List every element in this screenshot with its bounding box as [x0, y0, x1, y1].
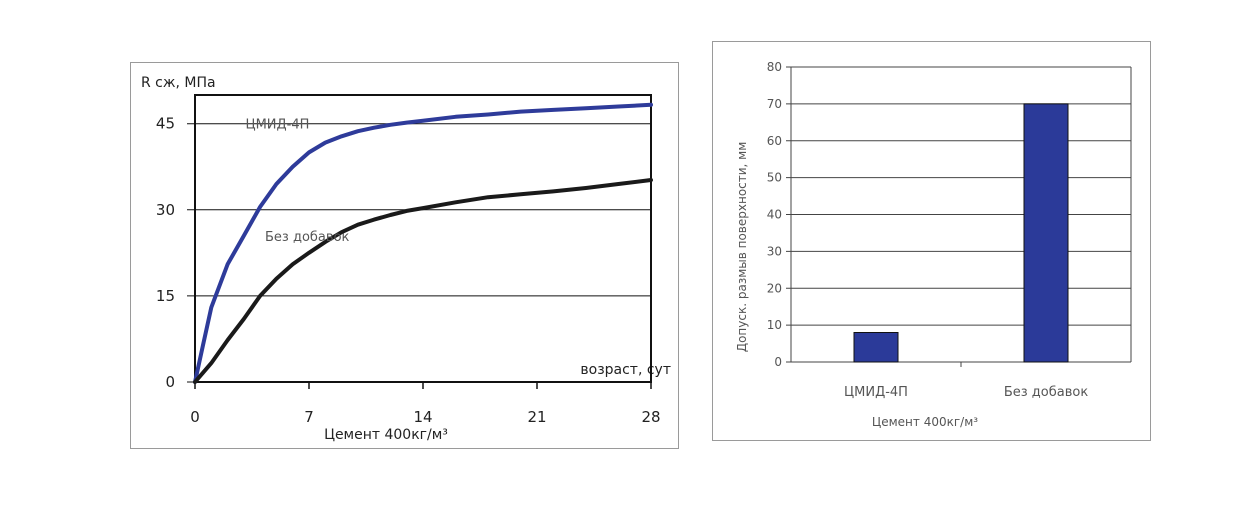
bar: [1023, 103, 1069, 363]
bar-chart: Допуск. размыв поверхности, мм Цемент 40…: [735, 60, 1132, 429]
line-chart: R сж, МПа возраст, сут Цемент 400кг/м³ 0…: [141, 75, 671, 443]
bar-chart-panel: Допуск. размыв поверхности, мм Цемент 40…: [712, 41, 1151, 441]
y-tick-label: 0: [774, 355, 782, 369]
x-axis-label: возраст, сут: [580, 362, 671, 378]
x-tick-label: 21: [527, 408, 546, 426]
y-axis-label: R сж, МПа: [141, 75, 216, 91]
y-axis-label: Допуск. размыв поверхности, мм: [735, 142, 749, 353]
series-line: [193, 102, 653, 384]
line-chart-panel: R сж, МПа возраст, сут Цемент 400кг/м³ 0…: [130, 62, 679, 449]
x-tick-label: 14: [413, 408, 432, 426]
y-tick-label: 15: [156, 287, 175, 305]
y-tick-label: 40: [767, 208, 782, 222]
y-tick-label: 10: [767, 318, 782, 332]
y-tick-label: 30: [156, 201, 175, 219]
x-tick-label: 7: [304, 408, 314, 426]
y-tick-label: 20: [767, 281, 782, 295]
series-label: Без добавок: [265, 230, 350, 245]
chart-caption: Цемент 400кг/м³: [324, 427, 448, 443]
y-tick-label: 0: [165, 373, 175, 391]
x-tick-label: 0: [190, 408, 200, 426]
series-line: [193, 178, 653, 384]
y-tick-label: 80: [767, 60, 782, 74]
y-tick-label: 70: [767, 97, 782, 111]
y-tick-label: 50: [767, 171, 782, 185]
plot-frame: [194, 94, 652, 383]
y-tick-label: 30: [767, 244, 782, 258]
series-label: ЦМИД-4П: [245, 117, 309, 132]
x-tick-label: ЦМИД-4П: [844, 385, 908, 400]
y-tick-label: 45: [156, 115, 175, 133]
x-axis-caption: Цемент 400кг/м³: [872, 415, 978, 429]
x-tick-label: Без добавок: [1004, 385, 1089, 400]
bar: [853, 332, 899, 363]
y-tick-label: 60: [767, 134, 782, 148]
x-tick-label: 28: [641, 408, 660, 426]
